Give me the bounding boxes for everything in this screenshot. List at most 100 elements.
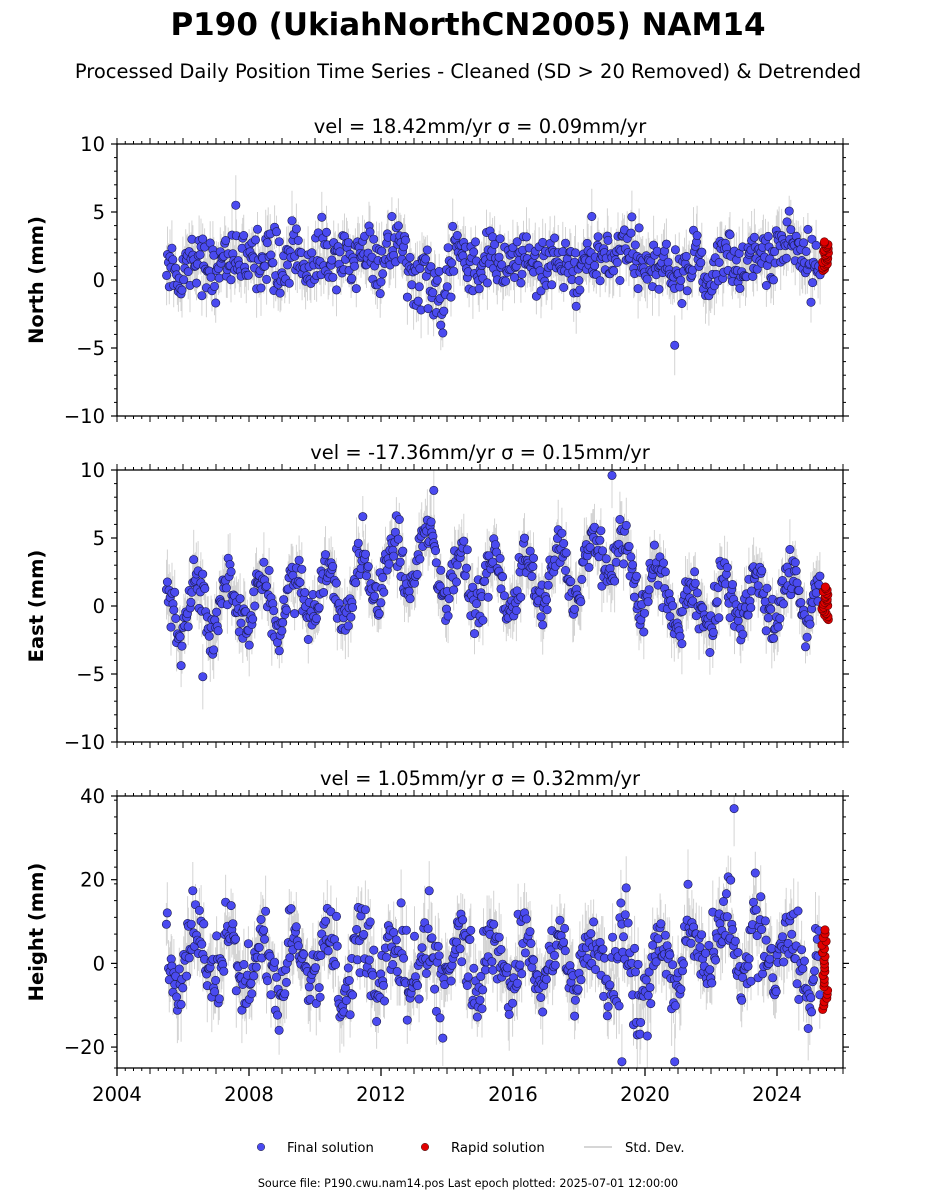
final-solution-point [381,952,391,962]
final-solution-point [733,947,743,957]
final-solution-point [649,540,659,550]
final-solution-point [347,273,357,283]
final-solution-point [508,998,518,1008]
final-solution-point [270,957,280,967]
final-solution-point [198,672,208,682]
final-solution-point [305,994,315,1004]
final-solution-point [478,985,488,995]
final-solution-point [169,605,179,615]
final-solution-point [439,306,449,316]
rapid-solution-point [820,925,830,935]
final-solution-point [781,253,791,263]
final-solution-point [722,912,732,922]
final-solution-point [444,594,454,604]
final-solution-point [642,1031,652,1041]
final-solution-point [449,585,459,595]
final-solution-point [773,622,783,632]
final-solution-point [793,906,803,916]
final-solution-point [494,252,504,262]
final-solution-point [660,567,670,577]
final-solution-point [271,972,281,982]
figure-subtitle: Processed Daily Position Time Series - C… [75,60,861,83]
final-solution-point [472,1012,482,1022]
final-solution-point [463,972,473,982]
final-solution-point [407,280,417,290]
final-solution-point [542,605,552,615]
final-solution-point [570,1011,580,1021]
final-solution-point [281,605,291,615]
final-solution-point [738,629,748,639]
final-solution-point [268,258,278,268]
final-solution-point [690,567,700,577]
final-solution-point [294,555,304,565]
final-solution-point [806,297,816,307]
final-solution-point [803,1024,813,1034]
final-solution-point [162,577,172,587]
final-solution-point [570,248,580,258]
final-solution-point [259,934,269,944]
panel-title: vel = -17.36mm/yr σ = 0.15mm/yr [310,441,650,464]
final-solution-point [494,932,504,942]
final-solution-point [231,200,241,210]
final-solution-point [369,591,379,601]
final-solution-point [769,633,779,643]
final-solution-point [449,266,459,276]
final-solution-point [210,281,220,291]
y-tick-label: 10 [80,459,105,482]
final-solution-point [737,995,747,1005]
final-solution-point [803,224,813,234]
final-solution-point [405,594,415,604]
final-solution-point [595,276,605,286]
final-solution-point [682,286,692,296]
final-solution-point [627,212,637,222]
final-solution-point [328,561,338,571]
final-solution-point [596,526,606,536]
final-solution-point [360,905,370,915]
final-solution-point [757,924,767,934]
final-solution-point [528,955,538,965]
final-solution-point [401,925,411,935]
final-solution-point [729,804,739,814]
final-solution-point [423,924,433,934]
final-solution-point [198,569,208,579]
final-solution-point [213,626,223,636]
final-solution-point [668,960,678,970]
final-solution-point [630,943,640,953]
final-solution-point [457,957,467,967]
final-solution-point [748,271,758,281]
final-solution-point [571,301,581,311]
final-solution-point [630,240,640,250]
final-solution-point [482,278,492,288]
final-solution-point [417,943,427,953]
final-solution-point [735,283,745,293]
final-solution-point [707,978,717,988]
final-solution-point [654,284,664,294]
y-tick-label: −5 [76,663,105,686]
final-solution-point [621,883,631,893]
final-solution-point [446,976,456,986]
final-solution-point [475,995,485,1005]
final-solution-point [777,575,787,585]
final-solution-point [712,597,722,607]
final-solution-point [631,571,641,581]
final-solution-point [610,576,620,586]
final-solution-point [590,261,600,271]
final-solution-point [528,553,538,563]
final-solution-point [598,546,608,556]
y-tick-label: −5 [76,337,105,360]
final-solution-point [586,929,596,939]
final-solution-point [661,239,671,249]
final-solution-point [304,982,314,992]
final-solution-point [653,934,663,944]
final-solution-point [405,252,415,262]
final-solution-point [436,320,446,330]
final-solution-point [179,275,189,285]
final-solution-point [616,898,626,908]
x-tick-label: 2008 [224,1083,274,1106]
final-solution-point [704,940,714,950]
final-solution-point [279,595,289,605]
final-solution-point [360,549,370,559]
final-solution-point [194,905,204,915]
final-solution-point [378,980,388,990]
final-solution-point [430,984,440,994]
